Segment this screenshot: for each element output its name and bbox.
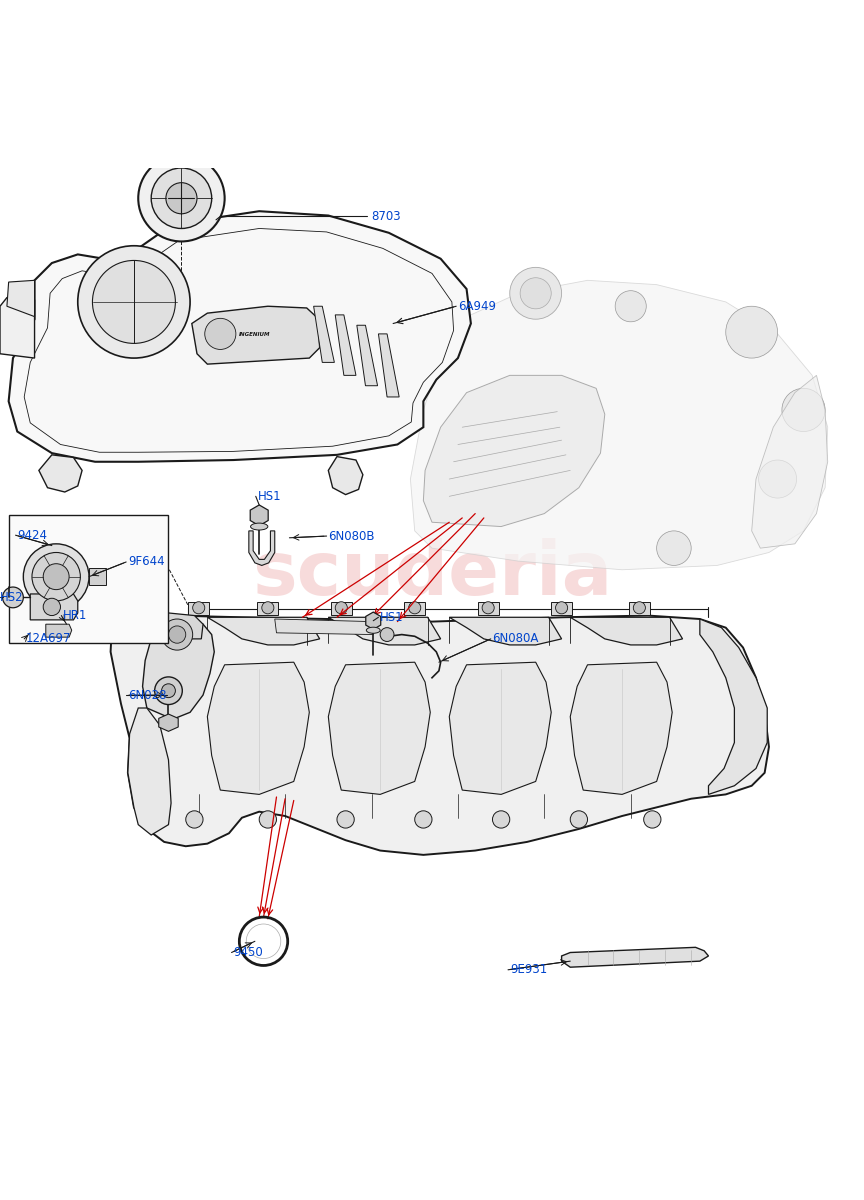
Polygon shape: [7, 281, 35, 317]
Polygon shape: [404, 601, 425, 614]
Circle shape: [259, 811, 276, 828]
Polygon shape: [275, 619, 373, 635]
Circle shape: [335, 601, 347, 614]
Polygon shape: [143, 624, 214, 719]
Polygon shape: [89, 568, 106, 586]
Polygon shape: [357, 325, 378, 385]
Circle shape: [615, 290, 646, 322]
Polygon shape: [207, 617, 320, 644]
Circle shape: [415, 811, 432, 828]
Text: dar   par   a: dar par a: [327, 622, 537, 656]
Polygon shape: [449, 617, 562, 644]
Circle shape: [570, 811, 588, 828]
Polygon shape: [423, 376, 605, 527]
Circle shape: [92, 260, 175, 343]
Polygon shape: [478, 601, 499, 614]
Text: 9450: 9450: [233, 946, 263, 959]
Circle shape: [492, 811, 510, 828]
Polygon shape: [700, 619, 767, 794]
Circle shape: [3, 587, 23, 607]
Circle shape: [262, 601, 274, 614]
Circle shape: [520, 277, 551, 308]
Text: HS1: HS1: [380, 611, 403, 624]
Polygon shape: [30, 594, 78, 620]
Circle shape: [78, 246, 190, 358]
Polygon shape: [378, 334, 399, 397]
Polygon shape: [39, 455, 82, 492]
Polygon shape: [9, 211, 471, 462]
Text: scuderia: scuderia: [252, 538, 612, 611]
Circle shape: [657, 530, 691, 565]
FancyBboxPatch shape: [9, 515, 168, 643]
Text: 12A697: 12A697: [26, 632, 72, 646]
Polygon shape: [570, 662, 672, 794]
Polygon shape: [257, 601, 278, 614]
Circle shape: [409, 601, 421, 614]
Circle shape: [162, 619, 193, 650]
Circle shape: [23, 544, 89, 610]
Polygon shape: [251, 505, 268, 526]
Polygon shape: [562, 947, 708, 967]
Circle shape: [168, 626, 186, 643]
Polygon shape: [188, 601, 209, 614]
Text: 6N080A: 6N080A: [492, 632, 539, 646]
Polygon shape: [410, 281, 828, 570]
Polygon shape: [207, 662, 309, 794]
Polygon shape: [335, 314, 356, 376]
Circle shape: [759, 460, 797, 498]
Circle shape: [726, 306, 778, 358]
Circle shape: [162, 684, 175, 697]
Circle shape: [205, 318, 236, 349]
Polygon shape: [128, 708, 171, 835]
Circle shape: [193, 601, 205, 614]
Polygon shape: [314, 306, 334, 362]
Polygon shape: [192, 306, 320, 364]
Circle shape: [556, 601, 568, 614]
Circle shape: [380, 628, 394, 642]
Text: 9E931: 9E931: [510, 964, 547, 977]
Polygon shape: [249, 530, 275, 565]
Polygon shape: [331, 601, 352, 614]
Polygon shape: [752, 376, 828, 548]
Text: 9424: 9424: [17, 529, 48, 541]
Text: 9F644: 9F644: [128, 556, 164, 569]
Polygon shape: [365, 612, 381, 629]
Circle shape: [32, 552, 80, 601]
Circle shape: [782, 389, 825, 432]
Circle shape: [43, 564, 69, 589]
Circle shape: [644, 811, 661, 828]
Circle shape: [186, 811, 203, 828]
Text: 8703: 8703: [372, 210, 401, 223]
Circle shape: [482, 601, 494, 614]
Polygon shape: [328, 456, 363, 494]
Text: HS1: HS1: [257, 490, 281, 503]
Polygon shape: [111, 614, 769, 854]
Polygon shape: [629, 601, 650, 614]
Ellipse shape: [366, 628, 380, 634]
Circle shape: [151, 168, 212, 228]
Polygon shape: [159, 714, 178, 731]
Text: 6N028: 6N028: [128, 689, 167, 702]
Polygon shape: [328, 662, 430, 794]
Text: HS2: HS2: [0, 590, 23, 604]
Circle shape: [155, 677, 182, 704]
Ellipse shape: [251, 523, 268, 530]
Circle shape: [138, 155, 225, 241]
Circle shape: [43, 599, 60, 616]
Circle shape: [510, 268, 562, 319]
Text: HR1: HR1: [63, 610, 87, 622]
Text: 6N080B: 6N080B: [328, 529, 375, 542]
Polygon shape: [551, 601, 572, 614]
Circle shape: [337, 811, 354, 828]
Polygon shape: [0, 296, 35, 358]
Polygon shape: [449, 662, 551, 794]
Polygon shape: [570, 617, 683, 644]
Circle shape: [633, 601, 645, 614]
Circle shape: [166, 182, 197, 214]
Text: INGENIUM: INGENIUM: [239, 332, 270, 337]
Polygon shape: [328, 617, 441, 644]
Polygon shape: [46, 624, 72, 637]
Text: 6A949: 6A949: [458, 300, 496, 313]
Polygon shape: [151, 613, 203, 638]
